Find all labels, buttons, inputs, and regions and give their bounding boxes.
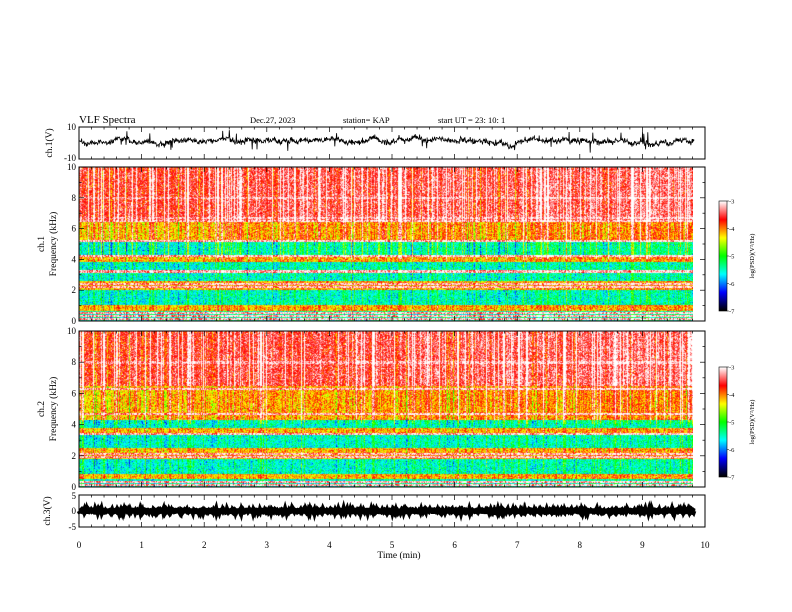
ch2-colorbar-gradient: [719, 367, 727, 477]
ch1-spectrogram-ylabel: Frequency (kHz): [48, 212, 59, 277]
ch2-spectrogram-panel: 0 2 4 6 8 10 ch.2 Frequency (kHz): [37, 326, 706, 492]
x-tick-label: 1: [139, 540, 144, 550]
ch1-ytick-top: 10: [67, 122, 77, 132]
ch2-colorbar: -3 -4 -5 -6 -7 log(PSD)(V²/Hz): [718, 365, 756, 482]
y-tick-label: 6: [72, 388, 77, 398]
ch3-waveform-line: [76, 499, 697, 522]
x-tick-label: 3: [265, 540, 270, 550]
ch1-spectrogram-channel: ch.1: [37, 236, 47, 252]
y-tick-label: 4: [72, 420, 77, 430]
y-tick-label: 10: [67, 326, 77, 336]
y-tick-label: 8: [72, 357, 77, 367]
colorbar-tick-label: -4: [729, 392, 735, 399]
ch3-waveform-ticks: [78, 495, 706, 527]
ch1-spectrogram-panel: 0 2 4 6 8 10 ch.1 Frequency (kHz): [37, 162, 706, 326]
ch3-ytick-bottom: -5: [69, 522, 77, 532]
ch2-spectrogram-channel: ch.2: [37, 401, 47, 417]
ch1-waveform-ylabel: ch.1(V): [44, 128, 55, 157]
ch3-ytick-top: 5: [72, 491, 77, 501]
ch3-ytick-mid: 0: [72, 506, 77, 516]
ch2-spectrogram-ticks: [78, 330, 706, 488]
ch2-colorbar-label: log(PSD)(V²/Hz): [749, 400, 756, 445]
ch2-spectrogram-image: [79, 331, 693, 487]
time-axis-tick-labels: 0 1 2 3 4 5 6 7 8 9 10: [77, 540, 710, 550]
colorbar-tick-label: -3: [729, 199, 734, 206]
colorbar-tick-label: -7: [729, 475, 735, 482]
y-tick-label: 4: [72, 254, 77, 264]
x-tick-label: 7: [515, 540, 520, 550]
ch2-colorbar-tick-labels: -3 -4 -5 -6 -7: [727, 365, 735, 482]
y-tick-label: 0: [72, 482, 77, 492]
figure-title: VLF Spectra: [79, 114, 136, 126]
y-tick-label: 0: [72, 316, 77, 326]
ch3-waveform-ylabel: ch.3(V): [42, 496, 53, 525]
colorbar-tick-label: -3: [729, 365, 734, 372]
y-tick-label: 10: [67, 162, 77, 172]
time-axis-label: Time (min): [377, 550, 420, 561]
ch1-spectrogram-image: [79, 167, 693, 321]
y-tick-label: 2: [72, 285, 77, 295]
x-tick-label: 2: [202, 540, 207, 550]
x-tick-label: 9: [640, 540, 645, 550]
colorbar-tick-label: -6: [729, 447, 735, 454]
start-time-label: start UT = 23: 10: 1: [438, 115, 505, 125]
y-tick-label: 2: [72, 451, 77, 461]
ch1-ytick-bottom: -10: [64, 153, 76, 163]
ch1-waveform-panel: 10 -10 ch.1(V): [44, 122, 706, 163]
x-tick-label: 8: [578, 540, 583, 550]
station-label: station= KAP: [343, 115, 390, 125]
colorbar-tick-label: -5: [729, 420, 734, 427]
ch1-colorbar: -3 -4 -5 -6 -7 log(PSD)(V²/Hz): [718, 199, 756, 316]
x-tick-label: 5: [390, 540, 395, 550]
colorbar-tick-label: -5: [729, 254, 734, 261]
colorbar-tick-label: -6: [729, 281, 735, 288]
date-label: Dec.27, 2023: [250, 115, 296, 125]
x-tick-label: 0: [77, 540, 82, 550]
ch1-waveform-ticks: [78, 127, 706, 159]
ch1-waveform-line: [78, 130, 695, 153]
ch2-spectrogram-ylabel: Frequency (kHz): [48, 377, 59, 442]
x-tick-label: 4: [327, 540, 332, 550]
ch2-spectrogram-ytick-labels: 0 2 4 6 8 10: [67, 326, 77, 492]
ch1-spectrogram-ticks: [78, 166, 706, 322]
y-tick-label: 8: [72, 193, 77, 203]
y-tick-label: 6: [72, 224, 77, 234]
x-tick-label: 10: [701, 540, 711, 550]
x-tick-label: 6: [452, 540, 457, 550]
colorbar-tick-label: -7: [729, 309, 735, 316]
ch3-waveform-panel: 5 0 -5 ch.3(V): [42, 491, 706, 532]
ch1-colorbar-label: log(PSD)(V²/Hz): [749, 234, 756, 279]
ch1-colorbar-gradient: [719, 201, 727, 311]
colorbar-tick-label: -4: [729, 226, 735, 233]
ch1-colorbar-tick-labels: -3 -4 -5 -6 -7: [727, 199, 735, 316]
ch1-spectrogram-ytick-labels: 0 2 4 6 8 10: [67, 162, 77, 326]
